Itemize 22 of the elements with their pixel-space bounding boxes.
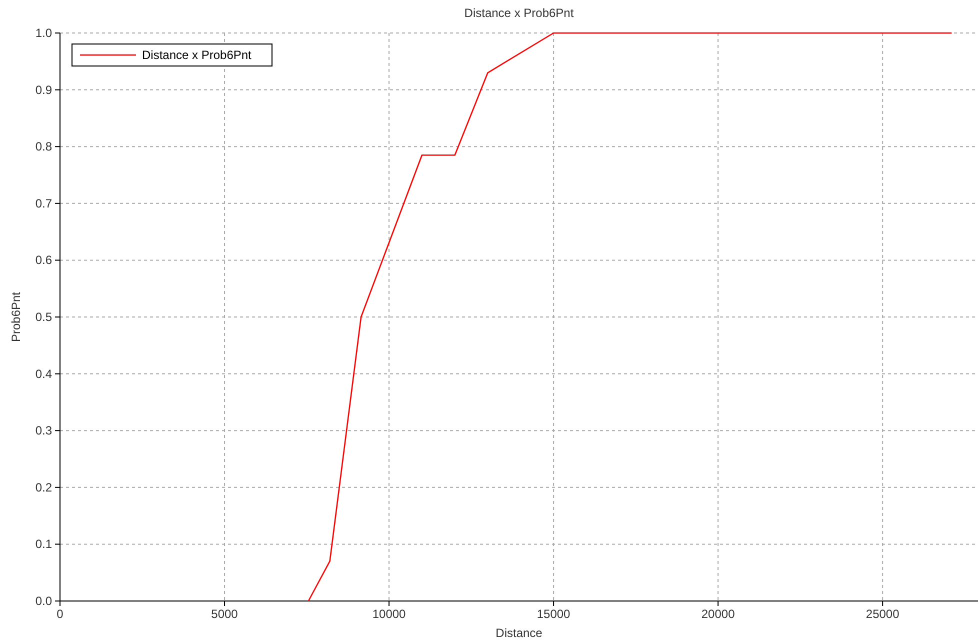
x-tick-label: 20000 (701, 607, 736, 621)
y-axis-title: Prob6Pnt (9, 291, 23, 342)
x-tick-label: 15000 (536, 607, 571, 621)
x-tick-label: 5000 (211, 607, 238, 621)
y-tick-label: 0.8 (35, 140, 52, 154)
y-tick-label: 0.2 (35, 480, 52, 494)
y-tick-label: 0.1 (35, 537, 52, 552)
y-tick-label: 0.5 (35, 310, 52, 324)
y-tick-label: 0.9 (35, 82, 52, 97)
x-tick-label: 0 (56, 607, 64, 621)
x-tick-label: 25000 (866, 607, 900, 621)
y-tick-label: 0.4 (35, 366, 52, 381)
y-tick-label: 0.6 (35, 253, 52, 268)
line-series (308, 32, 952, 602)
y-tick-label: 1.0 (35, 26, 52, 40)
chart-title: Distance x Prob6Pnt (464, 6, 574, 20)
x-axis-title: Distance (496, 626, 543, 640)
legend-label: Distance x Prob6Pnt (142, 48, 252, 62)
x-tick-label: 10000 (372, 607, 406, 621)
y-tick-label: 0.0 (35, 594, 52, 608)
y-tick-label: 0.3 (35, 424, 52, 438)
y-tick-label: 0.7 (35, 196, 52, 210)
